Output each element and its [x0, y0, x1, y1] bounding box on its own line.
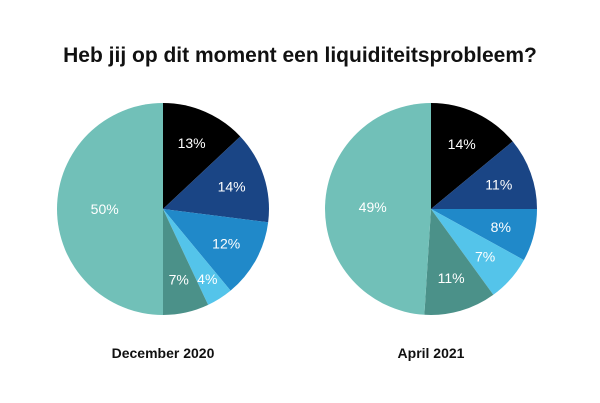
pie-2-slice-4 [431, 209, 524, 295]
pie-1-slice-label-2: 14% [218, 179, 246, 195]
pie-2-slice-label-2: 11% [485, 177, 512, 193]
pie-2-slice-label-4: 7% [475, 249, 495, 265]
pie-2-slice-label-3: 8% [491, 219, 511, 235]
pie-2-slice-label-1: 14% [448, 136, 476, 152]
pie-2-slice-5 [424, 209, 494, 316]
pie-2-slice-2 [431, 141, 537, 209]
chart-title: Heb jij op dit moment een liquiditeitspr… [63, 44, 537, 67]
pie-1-slice-4 [163, 209, 231, 305]
pie-2-slice-6 [325, 103, 431, 315]
pie-2-slice-3 [431, 209, 537, 261]
pie-1-slice-6 [57, 103, 163, 315]
pie-1-slice-5 [163, 209, 209, 315]
pie-chart-2: 14% 11% 8% 7% 11% 49% April 2021 [325, 103, 537, 361]
pie-1-slice-label-1: 13% [178, 135, 206, 151]
pie-chart-1: 13% 14% 12% 4% 7% 50% December 2020 [57, 103, 269, 361]
pie-1-slice-2 [163, 136, 269, 223]
pie-1-slice-label-3: 12% [212, 236, 240, 252]
pie-2-slice-label-6: 49% [359, 199, 387, 215]
pie-1-slice-label-4: 4% [197, 271, 217, 287]
pie-2-slice-label-5: 11% [438, 270, 465, 286]
pie-1-slice-label-6: 50% [91, 201, 119, 217]
pie-1-caption: December 2020 [112, 345, 215, 361]
pie-2-slice-1 [431, 103, 513, 209]
pie-1-slice-label-5: 7% [169, 271, 189, 287]
pie-1-slice-1 [163, 103, 241, 209]
pie-2-caption: April 2021 [398, 345, 465, 361]
pie-1-slice-3 [163, 209, 269, 291]
